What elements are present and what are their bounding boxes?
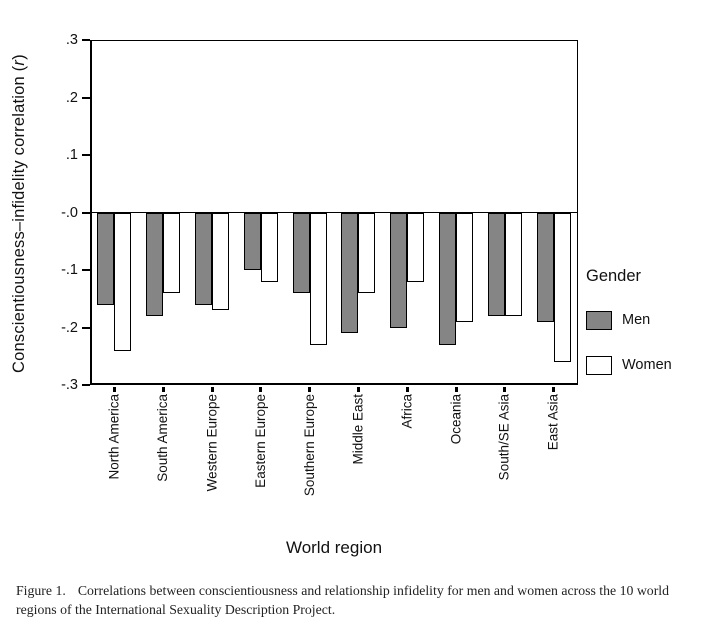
bar-men (292, 212, 310, 293)
x-tick (356, 387, 360, 392)
bar-men (341, 212, 359, 334)
figure-caption: Figure 1. Correlations between conscienti… (16, 582, 688, 619)
y-tick (82, 269, 90, 271)
legend-swatch-women (586, 355, 612, 375)
bar-women (553, 212, 571, 362)
y-axis-title: Conscientiousness–infidelity correlation… (10, 54, 28, 374)
x-tick (454, 387, 458, 392)
bar-men (439, 212, 456, 345)
x-axis-title: World region (285, 538, 383, 557)
y-tick-label: .1 (65, 147, 78, 163)
x-category-label: Eastern Europe (252, 394, 268, 488)
bar-men (243, 212, 261, 270)
bar-men (487, 212, 505, 316)
x-tick (503, 387, 507, 392)
x-tick (161, 387, 165, 392)
x-category-label: South/SE Asia (496, 394, 512, 481)
figure-caption-label: Figure 1. (16, 583, 66, 598)
y-tick (82, 211, 90, 214)
y-tick-label: .3 (65, 32, 78, 48)
legend-item-women: Women (586, 355, 672, 375)
legend: Gender Men Women (586, 266, 672, 400)
bar-women (407, 212, 425, 282)
x-category-label: South America (155, 394, 171, 482)
x-tick (112, 387, 116, 392)
y-tick-label: .2 (65, 89, 78, 106)
x-tick (210, 387, 214, 392)
figure-caption-text: Correlations between conscientiousness a… (16, 583, 670, 617)
x-tick (552, 387, 556, 392)
bar-women (358, 212, 376, 293)
x-tick (405, 387, 409, 392)
x-tick (308, 387, 312, 392)
y-tick-label: -.2 (61, 319, 78, 336)
x-category-label: East Asia (545, 394, 561, 451)
bar-men (146, 212, 164, 316)
bar-men (536, 212, 554, 322)
y-tick (82, 384, 90, 386)
bar-women (114, 212, 132, 351)
x-category-label: Southern Europe (301, 394, 317, 497)
bar-women (456, 212, 473, 322)
legend-items: Men Women (586, 310, 672, 375)
x-category-label: Western Europe (204, 394, 219, 492)
x-category-label: North America (106, 394, 122, 480)
y-tick-label: -.3 (61, 377, 78, 393)
bar-men (97, 212, 115, 305)
legend-swatch-men (586, 310, 612, 330)
bar-men (195, 212, 212, 305)
bar-men (390, 212, 408, 328)
y-tick (82, 39, 90, 41)
y-tick-label: -.0 (61, 204, 78, 221)
bar-women (309, 212, 327, 345)
x-category-label: Middle East (350, 394, 366, 465)
zero-baseline (90, 211, 578, 214)
bar-women (163, 212, 181, 293)
legend-title: Gender (586, 267, 642, 285)
legend-label: Men (622, 312, 651, 328)
bar-women (504, 212, 522, 316)
x-category-label: Africa (399, 394, 415, 429)
y-tick-label: -.1 (61, 262, 78, 278)
y-tick (82, 96, 90, 99)
legend-label: Women (622, 357, 672, 373)
bar-women (212, 212, 229, 311)
y-tick (82, 154, 90, 156)
legend-item-men: Men (586, 310, 672, 330)
y-tick (82, 326, 90, 329)
x-tick (259, 387, 263, 392)
x-category-label: Oceania (448, 394, 463, 445)
bar-women (260, 212, 278, 282)
